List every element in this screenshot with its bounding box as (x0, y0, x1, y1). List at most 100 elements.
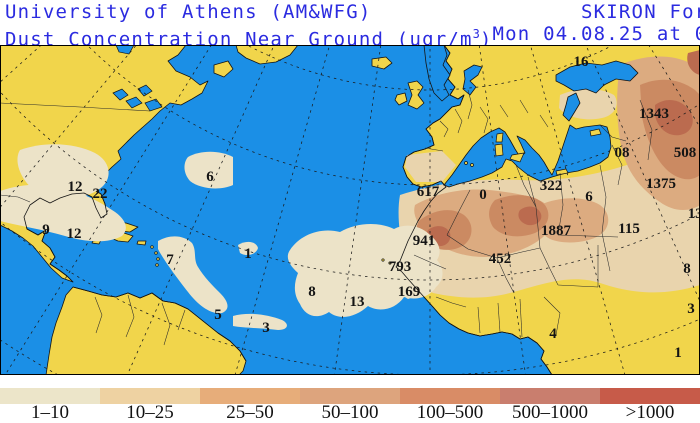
legend-label: 50–100 (321, 402, 379, 423)
legend-label: >1000 (625, 402, 675, 423)
dust-value-label: 1 (244, 246, 252, 262)
cape-verde (388, 261, 392, 265)
superscript-3: 3 (472, 27, 480, 41)
great-lake (112, 88, 129, 101)
meridian-line (234, 45, 331, 375)
dust-value-label: 8 (308, 284, 316, 300)
north-sea (423, 45, 451, 102)
dust-coastal-senegal (395, 265, 418, 299)
legend-label: 25–50 (226, 402, 274, 423)
legend-label: 100–500 (416, 402, 484, 423)
dust-value-label: 115 (618, 221, 640, 237)
legend-label: 500–1000 (512, 402, 588, 423)
dust-darkest-core (518, 206, 542, 226)
sicily (509, 152, 525, 163)
dust-value-label: 452 (489, 251, 512, 267)
dust-value-label: 6 (206, 169, 214, 185)
lakes (112, 45, 163, 112)
legend-label: 10–25 (126, 402, 174, 423)
dust-value-label: 8 (683, 261, 691, 277)
lesser-antilles (154, 251, 158, 255)
meridian-line (585, 45, 700, 303)
dust-darkest-core (655, 100, 693, 136)
dust-value-label: 16 (574, 54, 590, 70)
legend-item: 100–500 (400, 388, 500, 423)
legend-swatch (500, 388, 600, 404)
dust-value-label: 3 (262, 320, 270, 336)
crete (555, 168, 569, 176)
university-title: University of Athens (AM&WFG) (5, 1, 372, 23)
dust-value-label: 9 (42, 222, 50, 238)
meridian-line (478, 45, 526, 375)
islands (150, 128, 602, 267)
lesser-antilles (156, 257, 160, 261)
map-area: 12 22 6 9 12 7 1 5 3 8 13 941 793 169 617 0 322 6 1887 115 4… (0, 45, 700, 375)
great-britain (407, 80, 425, 110)
puerto-rico (136, 240, 147, 246)
legend-item: 50–100 (300, 388, 400, 423)
dust-light-iberia (405, 151, 456, 182)
valid-time: Mon 04.08.25 at 00 UTC (492, 23, 700, 45)
legend-swatch (300, 388, 400, 404)
dust-value-label: 1887 (541, 223, 572, 239)
ireland (394, 92, 408, 106)
dust-concentration-shading (0, 50, 700, 330)
dust-value-label: 12 (68, 179, 83, 195)
dust-value-label: 0 (479, 187, 487, 203)
dust-value-label: 322 (540, 178, 563, 194)
legend-swatch (0, 388, 100, 404)
dust-medium-central-sahara (537, 198, 609, 243)
dust-value-label: 941 (413, 233, 436, 249)
lesser-antilles (155, 263, 159, 267)
cape-verde (381, 258, 385, 262)
corsica (495, 132, 504, 143)
dust-plume-gulf-caribbean (0, 184, 126, 242)
dust-value-label: 169 (398, 284, 421, 300)
model-name: SKIRON Forecast (581, 1, 700, 23)
dust-value-label: 5 (214, 307, 222, 323)
header-right: SKIRON Forecast Mon 04.08.25 at 00 UTC (493, 1, 700, 45)
newfoundland (213, 60, 234, 78)
legend-swatch (400, 388, 500, 404)
dust-value-label: 08 (615, 145, 630, 161)
dust-plume-west-atlantic (184, 151, 233, 189)
dust-value-label: 3 (687, 301, 695, 317)
great-lake (144, 98, 163, 112)
dust-value-label: 22 (93, 186, 108, 202)
hudson-bay-tip (115, 45, 135, 55)
meridian-line (126, 45, 275, 375)
dust-value-label: 7 (166, 252, 174, 268)
legend: 1–10 10–25 25–50 50–100 100–500 500–1000 >1000 (0, 388, 700, 423)
iceland (371, 56, 393, 70)
dust-value-label: 617 (417, 184, 440, 200)
black-sea (555, 60, 639, 94)
dust-value-label: 1343 (639, 106, 669, 122)
legend-item: 25–50 (200, 388, 300, 423)
coastlines (23, 45, 553, 375)
meridian-line (0, 45, 137, 209)
legend-item: 1–10 (0, 388, 100, 423)
legend-scale: 1–10 10–25 25–50 50–100 100–500 500–1000 >1000 (0, 388, 700, 423)
dust-patch-small (238, 241, 258, 256)
baltic-sea (462, 64, 483, 96)
legend-label: 1–10 (31, 402, 69, 423)
meridian-line (334, 45, 382, 375)
legend-swatch (100, 388, 200, 404)
legend-swatch (600, 388, 700, 404)
balearic-island (470, 163, 474, 167)
dust-value-label: 6 (585, 189, 593, 205)
meridian-line (648, 45, 700, 128)
header: University of Athens (AM&WFG) Dust Conce… (0, 0, 700, 50)
dust-value-label: 12 (67, 226, 82, 242)
lesser-antilles (150, 245, 154, 249)
dust-value-label: 1 (674, 345, 682, 361)
parallel-line (0, 90, 700, 281)
balearic-island (464, 161, 468, 165)
great-lake (125, 96, 143, 109)
marmara-aegean (562, 92, 581, 122)
great-lake (137, 84, 153, 97)
dust-value-label: 13 (350, 294, 365, 310)
legend-item: 500–1000 (500, 388, 600, 423)
